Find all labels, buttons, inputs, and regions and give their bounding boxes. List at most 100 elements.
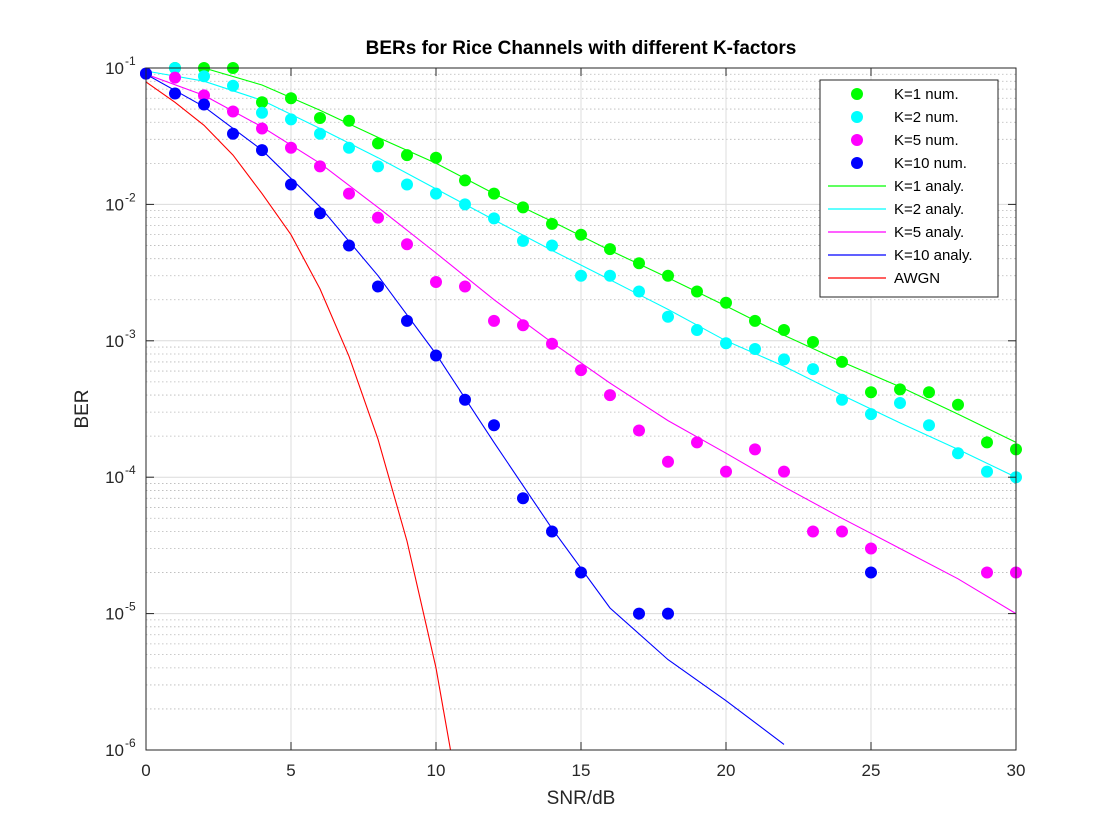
data-point — [488, 314, 500, 327]
data-point — [662, 310, 674, 323]
data-point — [778, 465, 790, 478]
data-point — [662, 455, 674, 468]
x-axis-label: SNR/dB — [547, 788, 616, 809]
data-point — [198, 70, 210, 83]
data-point — [952, 447, 964, 460]
data-point — [256, 122, 268, 135]
data-point — [546, 525, 558, 538]
data-point — [894, 383, 906, 396]
data-point — [807, 525, 819, 538]
data-point — [488, 419, 500, 432]
data-point — [227, 105, 239, 118]
y-tick-base: 10 — [105, 195, 124, 214]
data-point — [575, 269, 587, 282]
data-point — [865, 408, 877, 421]
data-point — [343, 187, 355, 200]
data-point — [517, 234, 529, 247]
data-point — [807, 363, 819, 376]
data-point — [401, 178, 413, 191]
data-point — [343, 239, 355, 252]
data-point — [488, 212, 500, 225]
legend-entry: K=10 analy. — [828, 247, 973, 264]
x-tick-label: 0 — [141, 761, 150, 780]
data-point — [198, 98, 210, 111]
data-point — [314, 112, 326, 124]
data-point — [285, 141, 297, 154]
data-point — [517, 319, 529, 332]
data-point — [836, 355, 848, 368]
data-point — [546, 239, 558, 252]
x-tick-label: 15 — [572, 761, 591, 780]
legend-marker-swatch — [851, 157, 863, 169]
legend-label: AWGN — [894, 270, 940, 287]
y-tick-exponent: -4 — [125, 463, 136, 477]
data-point — [778, 353, 790, 366]
data-point — [372, 137, 384, 150]
data-point — [981, 436, 993, 449]
x-tick-labels: 0 5 10 15 20 25 30 — [141, 761, 1025, 780]
data-point — [314, 207, 326, 220]
legend-entry: K=1 num. — [851, 86, 959, 103]
x-tick-label: 5 — [286, 761, 295, 780]
data-point — [198, 89, 210, 102]
y-tick-exponent: -3 — [125, 327, 136, 341]
series-markers — [140, 62, 1022, 620]
x-tick-label: 20 — [717, 761, 736, 780]
x-tick-label: 30 — [1007, 761, 1026, 780]
y-tick-labels: 10-610-510-410-310-210-1 — [105, 54, 136, 760]
data-point — [865, 386, 877, 399]
y-tick-label: 10 -6 — [105, 736, 136, 760]
data-point — [256, 106, 268, 119]
data-point — [517, 492, 529, 505]
data-point — [807, 336, 819, 348]
y-tick-exponent: -2 — [125, 190, 136, 204]
data-point — [459, 280, 471, 293]
data-point — [401, 314, 413, 327]
y-tick-base: 10 — [105, 59, 124, 78]
data-point — [517, 201, 529, 214]
y-tick-label: 10 -4 — [105, 463, 136, 487]
legend-label: K=2 num. — [894, 109, 959, 126]
data-point — [894, 397, 906, 409]
y-axis-label: BER — [72, 389, 93, 428]
data-point — [169, 87, 181, 100]
data-point — [749, 343, 761, 355]
legend-marker-swatch — [851, 88, 863, 100]
data-point — [691, 285, 703, 298]
data-point — [401, 149, 413, 162]
axis-ticks — [145, 67, 1017, 751]
legend-entry: K=2 num. — [851, 109, 959, 126]
data-point — [778, 324, 790, 336]
data-point — [691, 324, 703, 336]
data-point — [430, 151, 442, 164]
legend-entry: K=5 num. — [851, 132, 959, 149]
data-point — [546, 337, 558, 350]
data-point — [633, 257, 645, 270]
data-point — [430, 349, 442, 362]
data-point — [865, 566, 877, 579]
data-point — [459, 393, 471, 406]
legend-box — [819, 79, 999, 298]
legend-entry: K=10 num. — [851, 155, 967, 172]
data-point — [604, 389, 616, 402]
x-tick-label: 25 — [862, 761, 881, 780]
data-point — [227, 127, 239, 140]
data-point — [256, 144, 268, 157]
data-point — [227, 79, 239, 92]
data-point — [401, 238, 413, 251]
y-tick-exponent: -5 — [125, 600, 136, 614]
data-point — [865, 542, 877, 555]
data-point — [604, 269, 616, 282]
data-point — [430, 187, 442, 200]
data-point — [285, 178, 297, 191]
data-point — [575, 566, 587, 579]
data-point — [575, 364, 587, 377]
legend-label: K=1 analy. — [894, 178, 964, 195]
legend-entry: K=1 analy. — [828, 178, 964, 195]
legend-entry: K=5 analy. — [828, 224, 964, 241]
data-point — [981, 566, 993, 579]
data-point — [662, 607, 674, 620]
data-point — [952, 398, 964, 411]
y-tick-label: 10 -5 — [105, 600, 136, 624]
data-point — [749, 443, 761, 456]
